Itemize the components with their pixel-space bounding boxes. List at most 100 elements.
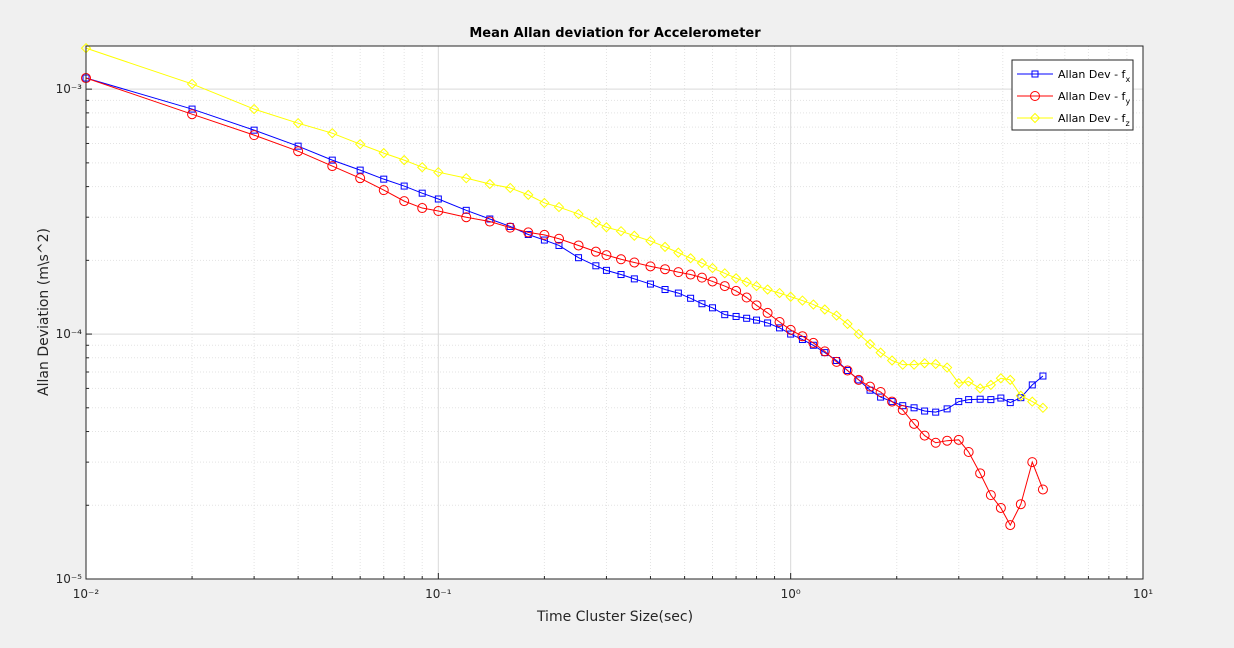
series-line bbox=[85, 77, 1044, 527]
marker bbox=[645, 235, 656, 247]
marker bbox=[1028, 381, 1036, 389]
ticks: 10⁻² 10⁻¹ 10⁰ 10¹ 10⁻⁵ 10⁻⁴ 10⁻³ bbox=[56, 82, 1154, 601]
legend-label: Allan Dev - fx bbox=[1058, 68, 1130, 84]
marker bbox=[743, 314, 751, 322]
series bbox=[81, 73, 1048, 531]
marker bbox=[897, 359, 908, 370]
marker bbox=[328, 156, 336, 164]
marker bbox=[963, 446, 974, 457]
marker bbox=[601, 222, 612, 233]
marker bbox=[433, 206, 444, 217]
marker bbox=[248, 103, 260, 115]
marker bbox=[573, 240, 584, 251]
marker bbox=[630, 275, 638, 283]
marker bbox=[1039, 372, 1047, 380]
legend-subscript: z bbox=[1125, 119, 1129, 128]
marker bbox=[505, 222, 516, 233]
marker bbox=[855, 376, 863, 384]
marker bbox=[975, 468, 986, 479]
marker bbox=[1037, 402, 1049, 414]
marker bbox=[897, 404, 908, 415]
marker bbox=[753, 316, 761, 324]
marker bbox=[250, 126, 258, 134]
marker bbox=[963, 376, 974, 387]
marker bbox=[327, 161, 338, 172]
marker bbox=[909, 418, 920, 429]
marker bbox=[555, 241, 563, 249]
marker bbox=[797, 295, 808, 306]
marker bbox=[187, 109, 198, 120]
marker bbox=[484, 178, 496, 190]
marker bbox=[659, 241, 671, 253]
legend-subscript: y bbox=[1125, 97, 1130, 106]
marker bbox=[976, 395, 984, 403]
marker bbox=[919, 430, 930, 441]
marker bbox=[294, 142, 302, 150]
marker bbox=[953, 378, 964, 389]
marker bbox=[462, 206, 470, 214]
marker bbox=[762, 307, 773, 318]
marker bbox=[1015, 390, 1027, 401]
series bbox=[80, 42, 1049, 414]
marker bbox=[380, 175, 388, 183]
marker bbox=[1005, 374, 1016, 386]
marker bbox=[774, 317, 785, 328]
marker bbox=[696, 257, 708, 269]
x-tick-label: 10⁰ bbox=[781, 587, 801, 601]
marker bbox=[864, 338, 876, 350]
marker bbox=[785, 291, 796, 302]
marker bbox=[785, 324, 796, 335]
marker bbox=[709, 304, 717, 312]
marker bbox=[844, 366, 852, 374]
marker bbox=[484, 216, 495, 227]
marker bbox=[354, 138, 366, 150]
marker bbox=[730, 273, 742, 284]
marker bbox=[930, 358, 941, 370]
marker bbox=[1027, 396, 1038, 407]
marker bbox=[685, 253, 696, 264]
marker bbox=[592, 262, 600, 270]
marker bbox=[819, 304, 831, 315]
legend-marker bbox=[1029, 112, 1041, 124]
legend-label: Allan Dev - fz bbox=[1058, 112, 1130, 128]
marker bbox=[997, 394, 1005, 402]
marker bbox=[930, 437, 941, 448]
marker bbox=[932, 408, 940, 416]
marker bbox=[707, 276, 718, 287]
marker bbox=[575, 254, 583, 262]
y-tick-label: 10⁻⁴ bbox=[56, 327, 83, 341]
marker bbox=[974, 383, 986, 394]
marker bbox=[696, 272, 707, 283]
marker bbox=[540, 236, 548, 244]
marker bbox=[842, 365, 853, 376]
marker bbox=[356, 166, 364, 174]
marker bbox=[985, 379, 997, 391]
marker bbox=[524, 230, 532, 238]
marker bbox=[698, 300, 706, 308]
marker bbox=[875, 387, 886, 398]
marker bbox=[355, 173, 366, 184]
marker bbox=[617, 271, 625, 279]
marker bbox=[899, 402, 907, 410]
marker bbox=[865, 381, 876, 392]
marker bbox=[601, 250, 612, 261]
plot-lines bbox=[80, 42, 1049, 531]
marker bbox=[417, 161, 428, 173]
marker bbox=[615, 225, 627, 237]
marker bbox=[941, 362, 953, 373]
marker bbox=[616, 254, 627, 265]
marker bbox=[910, 404, 918, 412]
marker bbox=[646, 280, 654, 288]
marker bbox=[186, 78, 198, 90]
marker bbox=[673, 247, 684, 258]
marker bbox=[433, 166, 444, 178]
marker bbox=[965, 396, 973, 404]
marker bbox=[573, 208, 584, 220]
marker bbox=[1027, 457, 1038, 468]
marker bbox=[660, 264, 671, 275]
marker bbox=[955, 398, 963, 406]
marker bbox=[842, 318, 853, 330]
marker bbox=[539, 197, 550, 209]
legend-subscript: x bbox=[1125, 75, 1130, 84]
